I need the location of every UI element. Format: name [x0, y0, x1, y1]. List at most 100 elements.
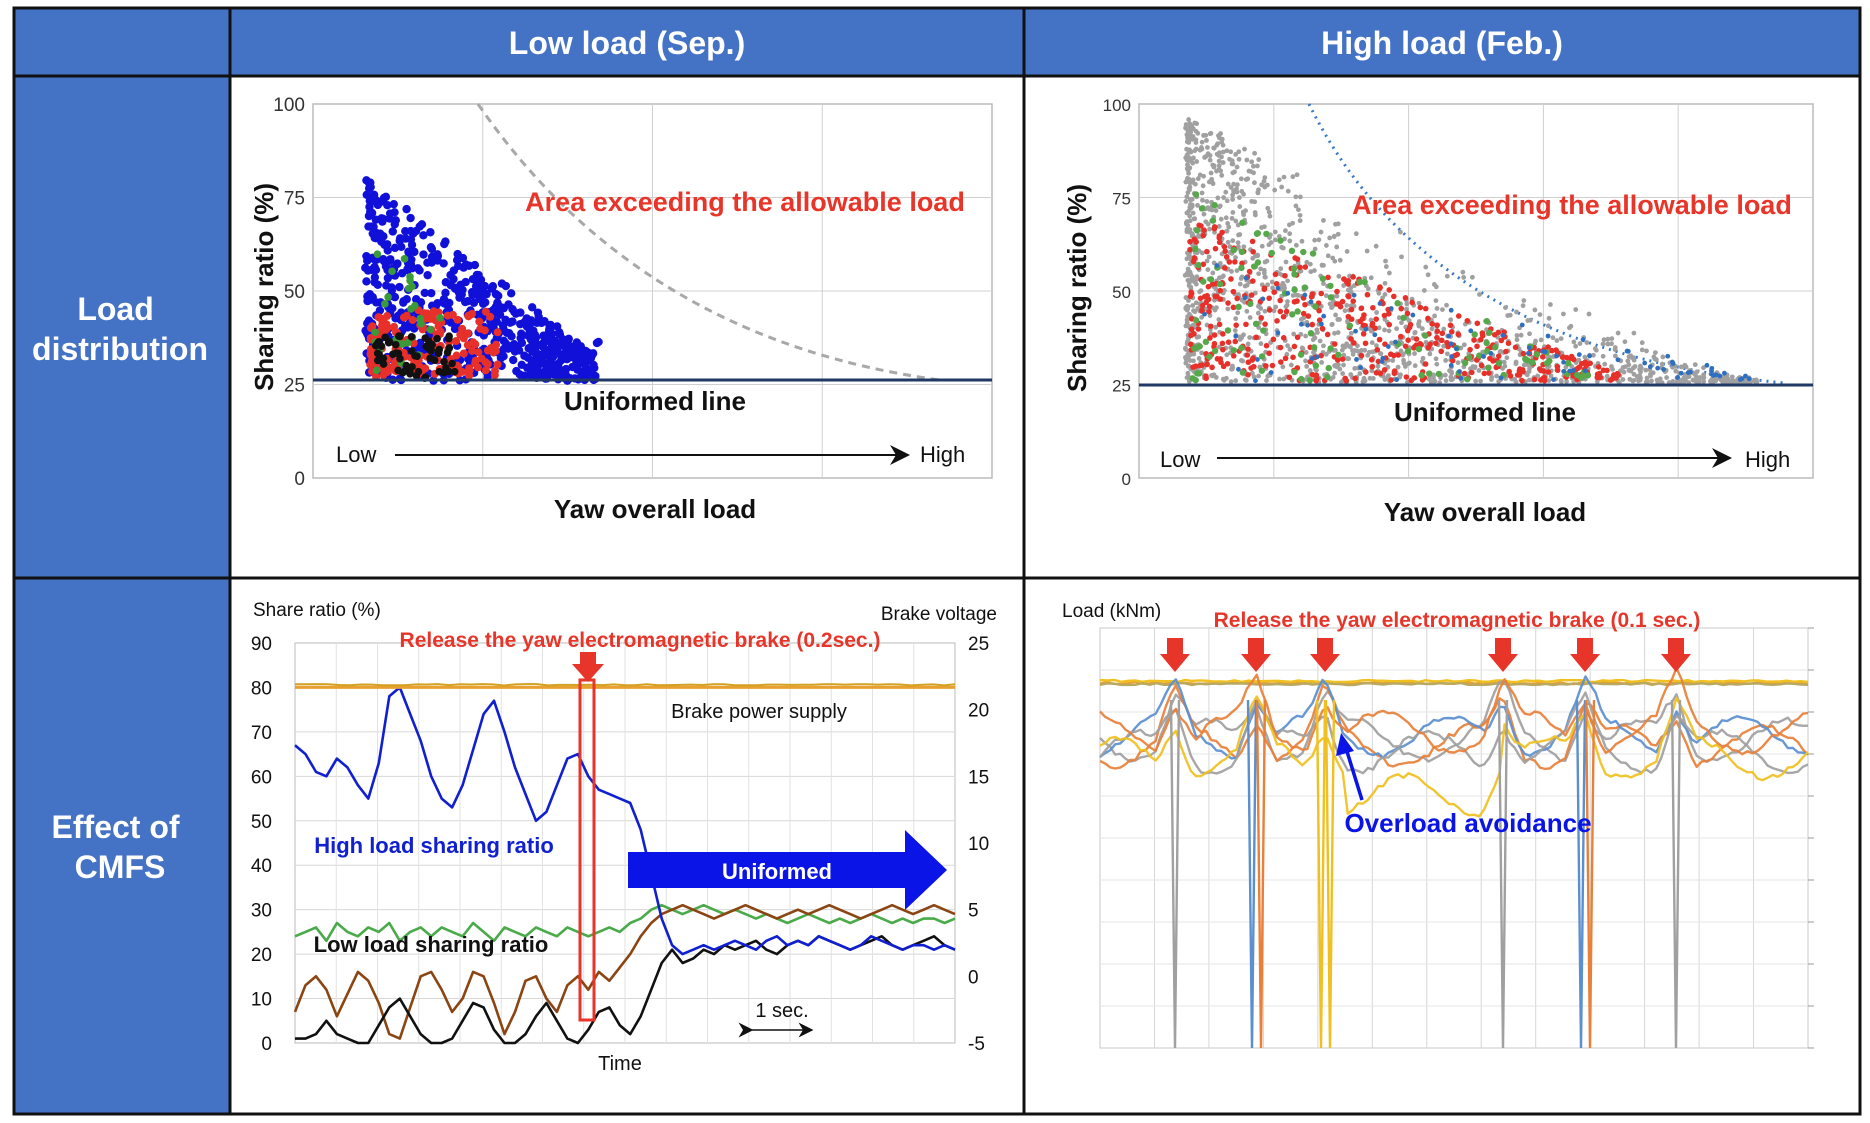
scatter-point-red	[473, 363, 482, 372]
scatter-point-red	[1362, 369, 1369, 375]
scatter-point-gray	[1652, 350, 1658, 355]
scatter-point-gray	[1336, 273, 1342, 279]
scatter-point-blue	[490, 305, 500, 314]
scatter-point-blue	[370, 273, 380, 282]
scatter-point-blue	[370, 233, 379, 243]
scatter-point-gray	[1221, 195, 1227, 200]
scatter-point-red	[1391, 370, 1398, 377]
scatter-point-black	[430, 356, 439, 365]
scatter-point-red	[475, 317, 484, 326]
scatter-point-gray	[1204, 258, 1210, 264]
scatter-point-gray	[1370, 376, 1376, 381]
scatter-point-gray	[1262, 224, 1267, 230]
scatter-point-gray	[1195, 176, 1201, 182]
scatter-point-gray	[1299, 238, 1305, 244]
scatter-point-blue	[415, 222, 424, 231]
scatter-point-gray	[1694, 369, 1700, 375]
scatter-point-gray	[1384, 376, 1389, 382]
scatter-point-red	[1195, 326, 1202, 332]
scatter-point-gray	[1186, 170, 1191, 176]
scatter-point-green	[1483, 318, 1491, 325]
low-area-label: Area exceeding the allowable load	[525, 187, 965, 217]
scatter-point-red	[1368, 356, 1375, 363]
scatter-point-gray	[1236, 156, 1242, 162]
scatter-point-gray	[1242, 377, 1248, 383]
scatter-point-black	[391, 340, 400, 349]
scatter-point-gray	[1449, 370, 1455, 376]
scatter-point-red	[1230, 304, 1237, 311]
scatter-point-red	[1297, 264, 1303, 271]
scatter-point-blue	[1358, 365, 1364, 370]
scatter-point-red	[1197, 362, 1203, 369]
scatter-point-red	[1246, 268, 1253, 275]
scatter-point-green	[1250, 263, 1258, 270]
scatter-point-gray	[1239, 274, 1245, 280]
scatter-point-black	[408, 347, 416, 355]
scatter-point-gray	[1220, 149, 1226, 155]
scatter-point-red	[380, 319, 389, 328]
scatter-point-red	[1217, 296, 1224, 302]
scatter-point-red	[481, 307, 490, 316]
scatter-point-green	[1483, 339, 1490, 347]
scatter-point-green	[1325, 364, 1332, 372]
scatter-point-gray	[1230, 161, 1236, 167]
scatter-point-gray	[1478, 378, 1483, 384]
scatter-point-gray	[1344, 249, 1350, 254]
scatter-point-gray	[1567, 325, 1572, 331]
scatter-point-gray	[1664, 375, 1670, 380]
scatter-point-blue	[1709, 365, 1715, 371]
scatter-point-gray	[1533, 338, 1538, 344]
scatter-point-blue	[531, 333, 541, 342]
scatter-point-gray	[1461, 342, 1467, 348]
scatter-point-gray	[1190, 275, 1195, 281]
scatter-point-gray	[1335, 231, 1341, 237]
scatter-point-gray	[1224, 228, 1230, 234]
scatter-point-red	[399, 313, 408, 322]
scatter-point-red	[1212, 245, 1219, 252]
scatter-point-gray	[1600, 341, 1606, 347]
scatter-point-red	[1217, 287, 1224, 294]
scatter-point-red	[1447, 322, 1454, 329]
scatter-point-red	[1370, 304, 1376, 311]
scatter-point-gray	[1558, 379, 1564, 384]
scatter-point-red	[1222, 248, 1229, 255]
scatter-point-gray	[1350, 348, 1355, 353]
scatter-point-blue	[1458, 375, 1464, 381]
high-release-label: Release the yaw electromagnetic brake (0…	[1214, 609, 1701, 632]
scatter-point-red	[1191, 255, 1198, 261]
scatter-point-gray	[1558, 336, 1564, 342]
scatter-point-red	[1302, 301, 1308, 308]
scatter-point-gray	[1564, 379, 1569, 384]
scatter-point-blue	[387, 286, 397, 295]
scatter-point-red	[1434, 334, 1440, 341]
scatter-point-gray	[1720, 377, 1726, 383]
scatter-point-gray	[1262, 308, 1268, 314]
scatter-point-gray	[1501, 359, 1507, 365]
scatter-point-red	[1226, 259, 1233, 265]
scatter-point-gray	[1357, 371, 1363, 376]
scatter-point-gray	[1235, 310, 1241, 316]
scatter-point-blue	[362, 277, 371, 286]
scatter-point-green	[1461, 359, 1469, 367]
brake-supply-line	[1099, 681, 1809, 687]
scatter-point-gray	[1643, 367, 1649, 373]
scatter-point-gray	[1368, 275, 1374, 281]
left-tick-label: 80	[251, 678, 272, 699]
scatter-point-red	[1405, 337, 1411, 343]
scatter-point-gray	[1330, 375, 1336, 380]
scatter-point-red	[1249, 357, 1256, 363]
scatter-point-gray	[1537, 312, 1543, 318]
scatter-point-blue	[379, 256, 389, 266]
scatter-point-gray	[1197, 172, 1203, 178]
scatter-point-gray	[1311, 349, 1316, 355]
scatter-point-gray	[1281, 283, 1287, 288]
scatter-point-blue	[1704, 362, 1710, 368]
scatter-point-red	[1369, 320, 1376, 327]
scatter-point-red	[1266, 307, 1273, 313]
scatter-point-gray	[1416, 300, 1422, 306]
scatter-point-red	[1481, 370, 1488, 377]
scatter-point-gray	[1187, 213, 1193, 219]
left-tick-label: 90	[251, 634, 272, 655]
release-spike-line	[1246, 699, 1258, 1049]
scatter-point-red	[1339, 356, 1346, 362]
